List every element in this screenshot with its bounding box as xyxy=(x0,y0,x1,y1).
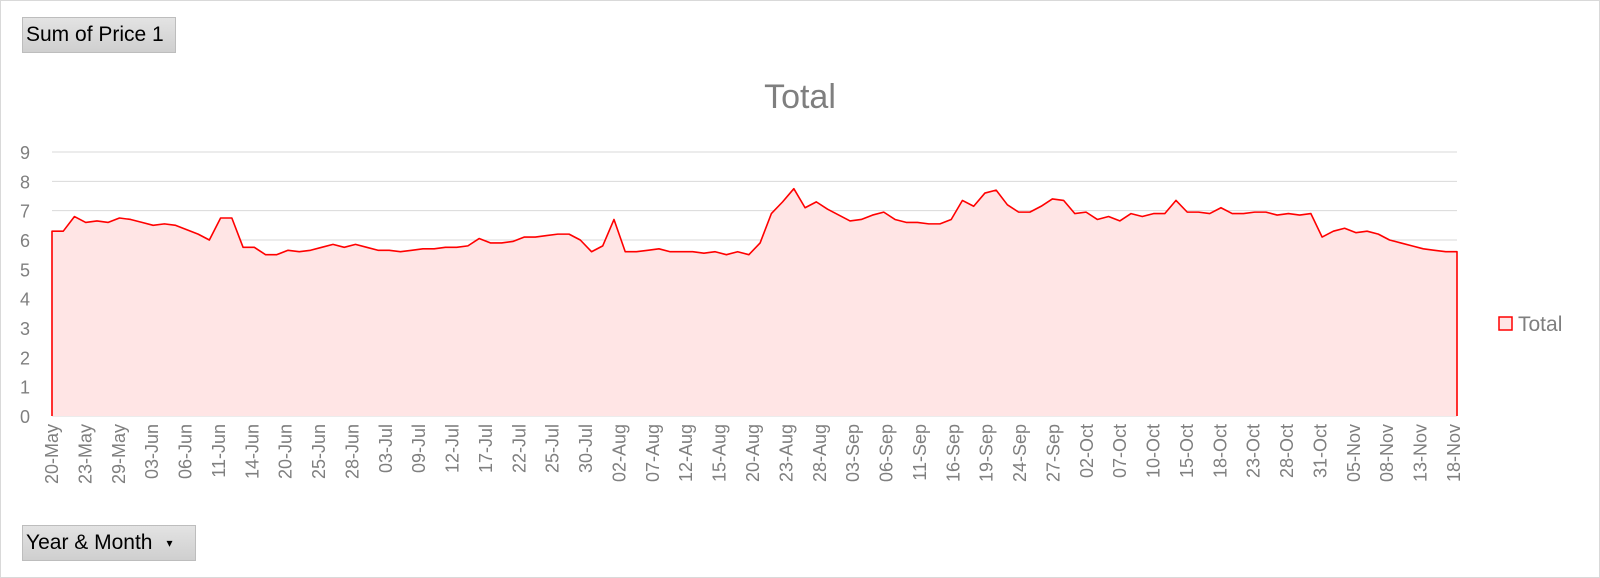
x-tick-label: 13-Nov xyxy=(1411,424,1431,482)
y-tick-label: 0 xyxy=(20,407,30,427)
x-tick-label: 17-Jul xyxy=(476,424,496,473)
y-tick-label: 4 xyxy=(20,290,30,310)
x-tick-label: 22-Jul xyxy=(509,424,529,473)
x-tick-label: 03-Sep xyxy=(843,424,863,482)
series-total-area xyxy=(52,188,1457,416)
x-tick-label: 06-Jun xyxy=(176,424,196,479)
x-tick-label: 05-Nov xyxy=(1344,424,1364,482)
x-tick-label: 29-May xyxy=(109,424,129,484)
series-total-line xyxy=(51,187,1458,416)
legend: Total xyxy=(1498,313,1562,336)
y-tick-label: 5 xyxy=(20,260,30,280)
x-axis-ticks: 20-May 23-May 29-May 03-Jun 06-Jun 11-Jun 14-J… xyxy=(42,424,1464,484)
y-tick-label: 2 xyxy=(20,348,30,368)
x-tick-label: 10-Oct xyxy=(1144,424,1164,478)
x-tick-label: 25-Jul xyxy=(543,424,563,473)
x-tick-label: 20-Jun xyxy=(276,424,296,479)
x-tick-label: 09-Jul xyxy=(409,424,429,473)
y-tick-label: 3 xyxy=(20,319,30,339)
y-tick-label: 9 xyxy=(20,143,30,163)
x-tick-label: 03-Jun xyxy=(142,424,162,479)
x-tick-label: 28-Aug xyxy=(810,424,830,482)
x-tick-label: 15-Aug xyxy=(710,424,730,482)
x-tick-label: 23-May xyxy=(75,424,95,484)
y-tick-label: 7 xyxy=(20,202,30,222)
x-tick-label: 12-Jul xyxy=(443,424,463,473)
y-tick-label: 6 xyxy=(20,231,30,251)
x-tick-label: 18-Oct xyxy=(1210,424,1230,478)
x-tick-label: 07-Oct xyxy=(1110,424,1130,478)
x-tick-label: 07-Aug xyxy=(643,424,663,482)
x-tick-label: 23-Aug xyxy=(776,424,796,482)
value-field-label: Sum of Price 1 xyxy=(26,23,164,46)
x-tick-label: 31-Oct xyxy=(1310,424,1330,478)
x-tick-label: 27-Sep xyxy=(1043,424,1063,482)
x-tick-label: 24-Sep xyxy=(1010,424,1030,482)
x-tick-label: 08-Nov xyxy=(1377,424,1397,482)
x-tick-label: 28-Jun xyxy=(342,424,362,479)
x-tick-label: 30-Jul xyxy=(576,424,596,473)
x-tick-label: 11-Jun xyxy=(209,424,229,478)
x-tick-label: 02-Oct xyxy=(1077,424,1097,478)
x-tick-label: 20-Aug xyxy=(743,424,763,482)
x-tick-label: 16-Sep xyxy=(943,424,963,482)
y-tick-label: 8 xyxy=(20,172,30,192)
x-tick-label: 03-Jul xyxy=(376,424,396,473)
y-tick-label: 1 xyxy=(20,378,30,398)
x-tick-label: 15-Oct xyxy=(1177,424,1197,478)
series-layer xyxy=(51,187,1458,416)
x-tick-label: 02-Aug xyxy=(609,424,629,482)
x-tick-label: 20-May xyxy=(42,424,62,484)
legend-swatch-total xyxy=(1498,316,1513,331)
x-tick-label: 14-Jun xyxy=(242,424,262,479)
x-tick-label: 19-Sep xyxy=(977,424,997,482)
value-field-button[interactable]: Sum of Price 1 xyxy=(22,17,176,53)
x-tick-label: 28-Oct xyxy=(1277,424,1297,478)
x-tick-label: 12-Aug xyxy=(676,424,696,482)
x-tick-label: 18-Nov xyxy=(1444,424,1464,482)
legend-label-total: Total xyxy=(1518,313,1562,336)
x-tick-label: 06-Sep xyxy=(877,424,897,482)
axis-field-button[interactable]: Year & Month ▾ xyxy=(22,525,196,561)
chevron-down-icon[interactable]: ▾ xyxy=(166,536,173,551)
y-axis-ticks: 0 1 2 3 4 5 6 7 8 9 xyxy=(20,143,30,427)
axis-field-label: Year & Month xyxy=(26,531,153,554)
x-tick-label: 23-Oct xyxy=(1244,424,1264,478)
x-tick-label: 25-Jun xyxy=(309,424,329,479)
chart-title: Total xyxy=(764,78,836,116)
x-tick-label: 11-Sep xyxy=(910,424,930,481)
